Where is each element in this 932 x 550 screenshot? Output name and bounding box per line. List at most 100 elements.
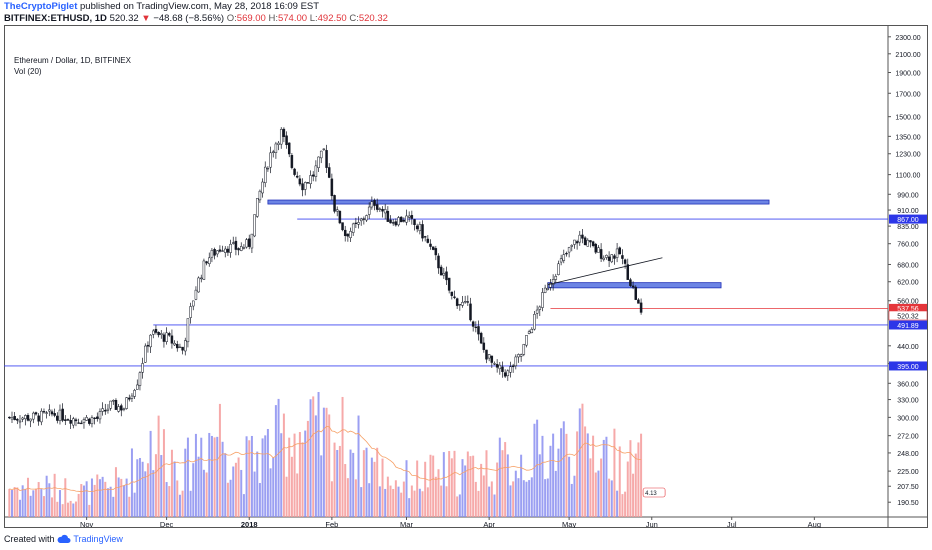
candle-body [186, 318, 190, 343]
volume-bar [605, 436, 608, 517]
volume-bar [272, 457, 275, 517]
volume-bar [578, 408, 581, 517]
candle-body [458, 303, 462, 306]
candle-body [530, 329, 534, 334]
volume-bar [98, 479, 101, 517]
candle-body [74, 419, 78, 422]
candle-body [554, 276, 558, 280]
volume-bar [525, 481, 528, 517]
candle-body [335, 209, 339, 212]
candle-body [122, 408, 126, 410]
candle-body [293, 168, 296, 175]
volume-bar [8, 488, 11, 517]
candle-body [493, 363, 496, 365]
volume-bar [338, 445, 341, 517]
volume-bar [365, 447, 368, 517]
high-value: 574.00 [277, 13, 308, 24]
candle-body [327, 167, 331, 178]
price-tick-label: 440.00 [897, 344, 919, 351]
candle-body [314, 165, 318, 177]
volume-bar [42, 496, 45, 517]
volume-bar [512, 481, 515, 517]
volume-bar [314, 415, 317, 517]
candle-body [485, 349, 488, 360]
volume-bar [192, 463, 195, 517]
volume-bar [240, 469, 243, 517]
chart-container[interactable]: 2300.00 2100.00 1900.00 1700.00 1500.00 1350.… [4, 25, 928, 529]
author-link[interactable]: TheCryptoPiglet [4, 1, 78, 12]
candle-body [471, 321, 475, 327]
candle-body [559, 258, 563, 263]
candle-body [626, 264, 630, 280]
volume-bar [82, 485, 85, 517]
tradingview-link[interactable]: TradingView [73, 534, 123, 544]
candle-body [298, 178, 302, 185]
volume-bar [597, 470, 600, 517]
volume-bar [333, 442, 336, 517]
candle-body [479, 332, 483, 344]
volume-bar [181, 490, 184, 517]
volume-bar [341, 396, 344, 517]
volume-bar [317, 392, 320, 517]
open-value: 569.00 [236, 13, 266, 24]
volume-bar [416, 460, 419, 517]
candle-body [639, 302, 643, 313]
volume-bar [397, 486, 400, 517]
volume-bar [301, 442, 304, 517]
candle-body [487, 354, 491, 359]
candle-body [306, 182, 310, 184]
candle-body [549, 283, 552, 288]
candle-body [362, 218, 366, 220]
volume-bar [394, 480, 397, 517]
candle-body [567, 247, 571, 253]
volume-bar [90, 478, 93, 517]
candle-body [93, 417, 96, 419]
candle-body [168, 333, 171, 336]
volume-bar [258, 483, 261, 517]
volume-bar [157, 415, 160, 517]
volume-bar [613, 428, 616, 517]
candle-body [8, 416, 11, 419]
candle-body [437, 255, 440, 269]
volume-bar [325, 407, 328, 517]
volume-bar [101, 476, 104, 517]
level-label-box [889, 320, 927, 330]
volume-bar [202, 469, 205, 517]
candle-body [64, 419, 67, 421]
time-tick-label: Feb [325, 520, 338, 528]
volume-sma-badge [642, 487, 666, 498]
high-label: H: [268, 13, 278, 24]
candle-body [133, 390, 136, 397]
volume-bar [208, 432, 211, 517]
price-tick-label: 2300.00 [895, 35, 920, 42]
candle-body [16, 418, 19, 421]
candle-body [586, 239, 590, 247]
price-chart[interactable]: 2300.00 2100.00 1900.00 1700.00 1500.00 1350.… [4, 25, 928, 529]
candle-body [85, 417, 88, 421]
volume-bar [552, 433, 555, 517]
volume-bar [245, 436, 248, 517]
candle-body [423, 236, 427, 238]
volume-bar [485, 450, 488, 517]
price-tick-label: 835.00 [897, 224, 919, 231]
candle-body [311, 174, 315, 177]
candle-body [594, 243, 598, 253]
candle-body [154, 328, 158, 333]
candle-body [623, 259, 627, 264]
candle-body [573, 239, 576, 245]
volume-bar [560, 428, 563, 517]
price-tick-label: 1230.00 [895, 152, 920, 159]
candle-body [231, 242, 235, 244]
volume-bar [349, 449, 352, 517]
volume-bar [538, 454, 541, 517]
candle-body [50, 411, 54, 415]
candle-body [517, 354, 520, 358]
volume-bar [266, 428, 269, 517]
candle-body [258, 190, 262, 201]
candle-body [538, 306, 542, 310]
price-tick-label: 225.00 [897, 469, 919, 476]
volume-bar [429, 454, 432, 517]
candle-body [80, 422, 83, 425]
candle-body [192, 300, 195, 307]
candle-body [418, 224, 422, 232]
